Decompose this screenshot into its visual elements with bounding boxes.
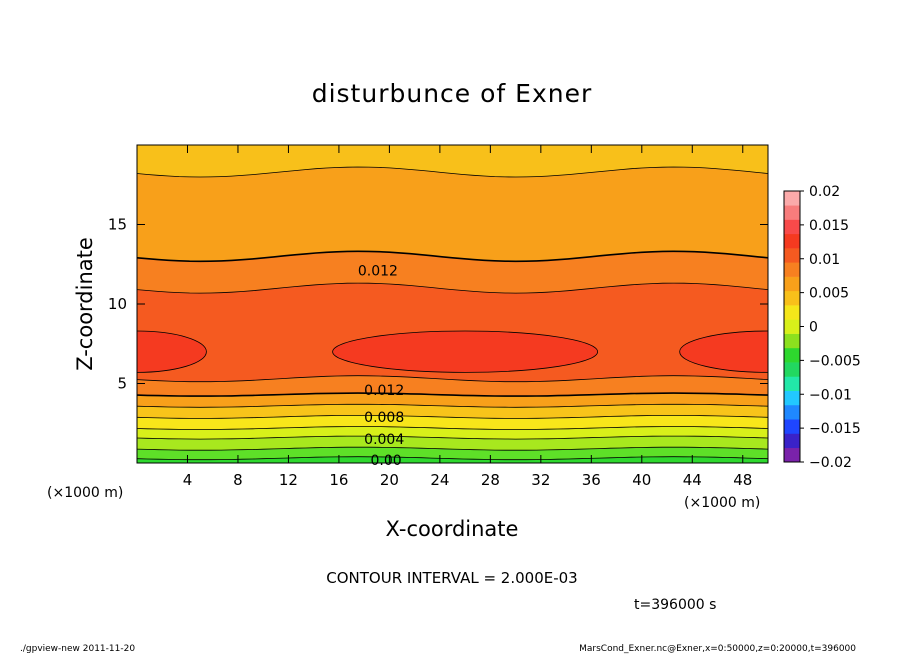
contour-line-5 [137,403,768,408]
colorbar-swatch-9 [784,319,800,334]
field-band-3 [137,426,768,440]
field-band-6 [137,393,768,408]
max-region-2 [679,330,768,373]
contour-line-3 [137,426,768,430]
colorbar-swatch-8 [784,333,800,349]
x-tick-label-8: 36 [582,471,601,489]
x-unit-right: (×1000 m) [684,495,760,511]
x-axis-ticks: 4 8 12 16 20 24 28 32 36 40 44 48 [183,145,752,489]
contour-lines [137,166,768,461]
colorbar-swatch-4 [784,390,800,406]
x-tick-label-1: 8 [233,471,243,489]
colorbar-tick-label-1: 0.015 [809,218,849,234]
field-band-10 [137,167,768,262]
contour-line-0 [137,456,768,461]
colorbar-swatch-3 [784,404,800,420]
x-tick-label-10: 44 [683,471,702,489]
y-tick-label-0: 5 [117,375,127,393]
colorbar-swatch-1 [784,433,800,449]
max-regions [137,330,768,373]
contour-label-3: 0.004 [364,432,404,448]
x-tick-label-9: 40 [632,471,651,489]
max-region-1 [332,330,599,373]
footer-right: MarsCond_Exner.nc@Exner,x=0:50000,z=0:20… [579,644,856,654]
x-tick-label-3: 16 [329,471,348,489]
colorbar-tick-label-8: −0.02 [809,455,852,471]
contour-line-4 [137,415,768,419]
x-tick-label-4: 20 [380,471,399,489]
time-label: t=396000 s [634,597,716,613]
colorbar-tick-label-3: 0.005 [809,286,849,302]
colorbar-swatch-18 [784,191,800,206]
colorbar-swatch-5 [784,376,800,391]
colorbar-tick-labels: 0.02 0.015 0.01 0.005 0 −0.005 −0.01 −0.015 −0.0… [800,184,861,471]
x-tick-label-7: 32 [531,471,550,489]
max-region-0 [137,330,207,373]
contour-line-10 [137,166,768,178]
y-tick-label-1: 10 [108,295,127,313]
colorbar-swatch-16 [784,219,800,235]
contour-labels: 0.012 0.012 0.008 0.004 0.00 [358,264,404,469]
field-band-9 [137,251,768,294]
contour-line-9 [137,250,768,263]
x-tick-label-5: 24 [430,471,449,489]
contour-label-0: 0.012 [358,264,398,280]
plot-area [137,145,768,463]
colorbar-tick-label-7: −0.015 [809,421,861,437]
x-tick-label-0: 4 [183,471,193,489]
contour-line-1 [137,446,768,451]
x-axis-label: X-coordinate [386,517,519,541]
colorbar-swatch-12 [784,276,800,292]
contour-line-6 [137,392,768,397]
contour-line-7 [137,375,768,383]
colorbar-tick-label-4: 0 [809,320,818,336]
x-tick-label-6: 28 [481,471,500,489]
colorbar [783,190,801,463]
x-unit-left: (×1000 m) [47,485,123,501]
colorbar-swatch-10 [784,305,800,320]
contour-label-2: 0.008 [364,410,404,426]
field-band-0 [137,456,768,463]
x-tick-label-2: 12 [279,471,298,489]
x-tick-label-11: 48 [733,471,752,489]
field-band-5 [137,404,768,419]
colorbar-tick-label-6: −0.01 [809,387,852,403]
colorbar-swatch-14 [784,248,800,263]
contour-line-8 [137,282,768,294]
colorbar-swatch-0 [784,447,800,463]
colorbar-swatch-13 [784,262,800,277]
colorbar-swatch-7 [784,347,800,363]
chart-title: disturbunce of Exner [312,79,593,108]
field-band-11 [137,145,768,177]
colorbar-swatch-15 [784,233,800,249]
contour-label-1: 0.012 [364,383,404,399]
field-band-7 [137,375,768,397]
colorbar-swatch-11 [784,290,800,306]
colorbar-tick-label-2: 0.01 [809,252,840,268]
field-band-1 [137,447,768,460]
y-axis-ticks: 5 10 15 [108,216,768,393]
contour-line-2 [137,435,768,440]
contour-interval-text: CONTOUR INTERVAL = 2.000E-03 [326,569,577,587]
y-tick-label-2: 15 [108,216,127,234]
contour-label-4: 0.00 [370,453,401,469]
colorbar-swatch-6 [784,362,800,377]
colorbar-tick-label-5: −0.005 [809,353,861,369]
field-band-4 [137,415,768,430]
colorbar-tick-label-0: 0.02 [809,184,840,200]
colorbar-swatch-2 [784,419,800,434]
footer-left: ./gpview-new 2011-11-20 [20,644,135,654]
colorbar-swatch-17 [784,205,800,220]
y-axis-label: Z-coordinate [73,237,97,371]
field-band-2 [137,436,768,451]
